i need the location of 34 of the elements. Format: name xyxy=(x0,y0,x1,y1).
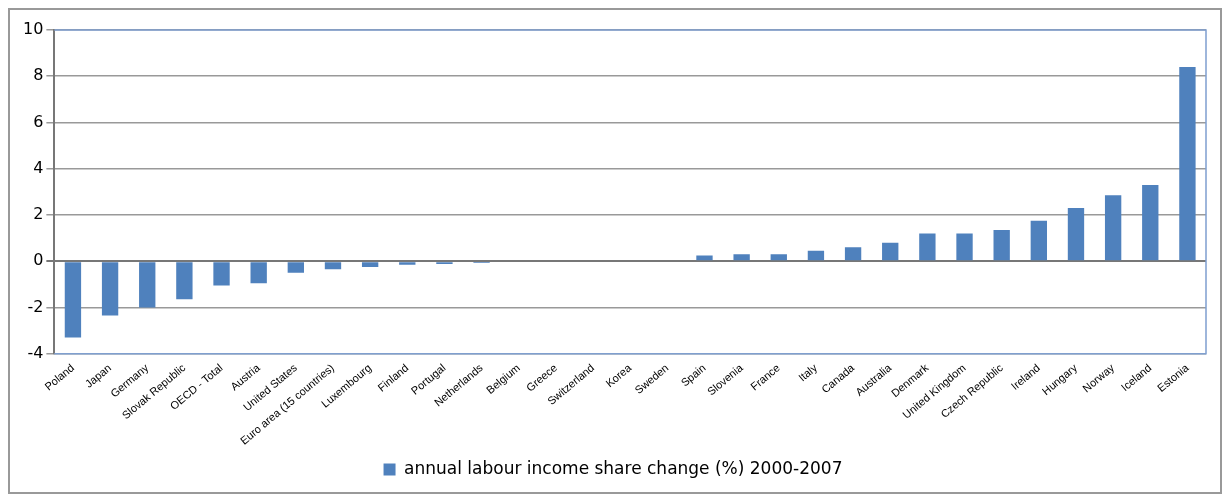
y-tick-label: 4 xyxy=(33,157,44,177)
legend-label: annual labour income share change (%) 2000-2007 xyxy=(404,457,843,478)
bar xyxy=(1142,184,1159,261)
bar xyxy=(287,262,305,273)
bar xyxy=(733,254,750,261)
bar xyxy=(956,233,973,261)
y-tick-label: 10 xyxy=(23,19,44,39)
bar xyxy=(919,233,936,261)
bar xyxy=(139,262,156,308)
bar xyxy=(844,247,862,261)
bar xyxy=(696,255,713,261)
bar xyxy=(213,262,230,286)
bar xyxy=(250,262,267,284)
bar xyxy=(361,262,379,267)
bar xyxy=(1179,66,1196,261)
bar xyxy=(1067,208,1085,261)
y-tick-label: -2 xyxy=(27,296,44,316)
y-tick-label: 2 xyxy=(33,204,44,224)
bar xyxy=(807,250,825,261)
y-tick-label: 8 xyxy=(33,65,44,85)
bar xyxy=(882,242,899,261)
bar xyxy=(64,262,82,338)
bar xyxy=(770,254,787,261)
bar xyxy=(176,262,193,300)
y-tick-label: -4 xyxy=(27,342,44,362)
bar xyxy=(101,262,119,316)
bar xyxy=(324,262,342,270)
y-tick-label: 0 xyxy=(33,250,44,270)
bar xyxy=(399,262,416,265)
bar xyxy=(1104,195,1122,261)
bar xyxy=(1030,220,1047,261)
y-tick-label: 6 xyxy=(33,111,44,131)
bar xyxy=(993,229,1010,261)
x-tick-label: Italy xyxy=(796,361,820,384)
